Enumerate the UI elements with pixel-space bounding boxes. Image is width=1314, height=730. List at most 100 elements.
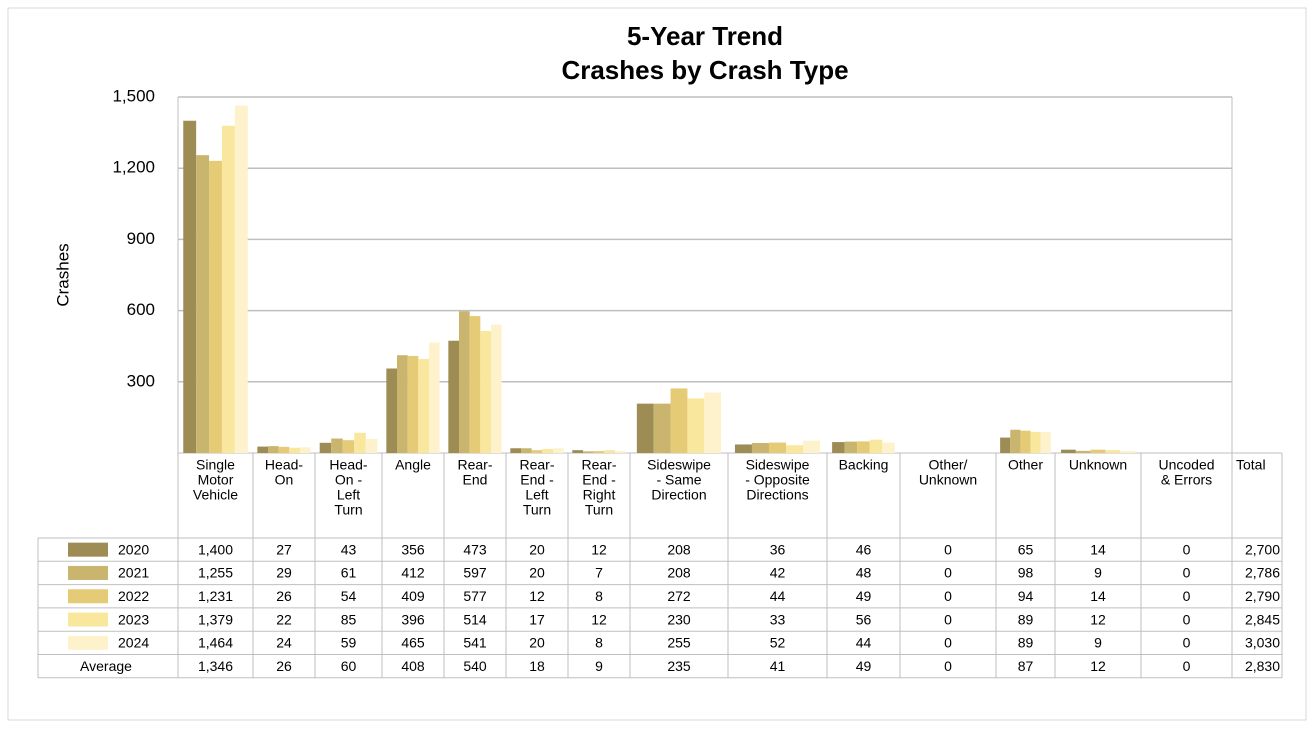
- table-cell: 9: [1094, 635, 1102, 651]
- category-label: Turn: [585, 502, 613, 518]
- category-label: - Opposite: [745, 472, 810, 488]
- category-label: End -: [520, 472, 554, 488]
- table-cell: 44: [770, 588, 786, 604]
- bar: [196, 155, 210, 453]
- table-cell: 42: [770, 565, 786, 581]
- table-cell: 52: [770, 635, 786, 651]
- table-cell: 540: [463, 658, 487, 674]
- legend-label: 2023: [118, 611, 149, 627]
- table-cell: 12: [1090, 611, 1106, 627]
- legend-label: 2024: [118, 635, 149, 651]
- category-label: Head-: [265, 457, 303, 473]
- category-label: Sideswipe: [746, 457, 810, 473]
- table-cell: 473: [463, 541, 487, 557]
- table-cell: 12: [529, 588, 545, 604]
- table-cell: 2,786: [1245, 565, 1280, 581]
- table-cell: 9: [595, 658, 603, 674]
- category-label: Directions: [746, 487, 808, 503]
- table-cell: 59: [341, 635, 357, 651]
- table-cell: 0: [944, 541, 952, 557]
- table-cell: 65: [1018, 541, 1034, 557]
- table-cell: 0: [944, 635, 952, 651]
- legend-label: 2020: [118, 541, 149, 557]
- table-cell: 98: [1018, 565, 1034, 581]
- table-cell: 43: [341, 541, 357, 557]
- bar: [234, 105, 248, 453]
- table-cell: 514: [463, 611, 487, 627]
- bar: [1090, 449, 1106, 453]
- table-cell: 36: [770, 541, 786, 557]
- table-cell: 94: [1018, 588, 1034, 604]
- bar: [1061, 449, 1076, 453]
- category-label: & Errors: [1161, 472, 1212, 488]
- table-cell: 541: [463, 635, 487, 651]
- bar: [289, 447, 300, 453]
- bar: [1040, 431, 1051, 453]
- table-cell: 0: [1183, 541, 1191, 557]
- table-cell: 46: [856, 541, 872, 557]
- table-cell: 48: [856, 565, 872, 581]
- category-label: - Same: [656, 472, 701, 488]
- bar: [1010, 429, 1021, 453]
- y-tick-label: 300: [127, 371, 155, 390]
- table-cell: 20: [529, 635, 545, 651]
- table-cell: 33: [770, 611, 786, 627]
- y-tick-label: 900: [127, 229, 155, 248]
- table-cell: 465: [401, 635, 425, 651]
- category-label: Head-: [329, 457, 367, 473]
- bar: [521, 448, 532, 453]
- bar: [751, 443, 769, 453]
- legend-swatch: [68, 612, 108, 627]
- table-cell: 0: [944, 588, 952, 604]
- table-cell: 49: [856, 588, 872, 604]
- bar: [583, 451, 594, 453]
- bar: [331, 438, 343, 453]
- bar: [428, 342, 440, 453]
- category-label: Backing: [839, 457, 889, 473]
- category-label: Direction: [651, 487, 706, 503]
- bar: [786, 445, 804, 453]
- bar: [687, 398, 705, 453]
- bar: [490, 324, 502, 453]
- bar: [768, 442, 787, 453]
- bar: [552, 448, 564, 453]
- bar: [354, 432, 366, 453]
- y-axis-label: Crashes: [53, 243, 72, 306]
- category-label: Single: [196, 457, 235, 473]
- category-label: Turn: [334, 502, 362, 518]
- table-cell: 9: [1094, 565, 1102, 581]
- table-cell: 26: [276, 588, 292, 604]
- table-cell: 89: [1018, 611, 1034, 627]
- category-label: Rear-: [519, 457, 554, 473]
- table-cell: 0: [1183, 565, 1191, 581]
- table-cell: 0: [1183, 635, 1191, 651]
- bar: [653, 403, 671, 453]
- bar: [257, 446, 269, 453]
- legend-swatch: [68, 542, 108, 557]
- bar: [1120, 450, 1135, 453]
- table-cell: 255: [667, 635, 691, 651]
- bar: [407, 355, 419, 453]
- table-cell: 44: [856, 635, 872, 651]
- bar: [1030, 431, 1041, 453]
- bar: [614, 451, 626, 453]
- category-label: On: [275, 472, 294, 488]
- legend-swatch: [68, 589, 108, 604]
- table-cell: 61: [341, 565, 357, 581]
- bar: [342, 440, 355, 453]
- bar: [704, 392, 722, 453]
- table-cell: 41: [770, 658, 786, 674]
- category-label: Angle: [395, 457, 431, 473]
- table-cell: 235: [667, 658, 691, 674]
- table-cell: 89: [1018, 635, 1034, 651]
- category-label: End: [463, 472, 488, 488]
- table-cell: 0: [944, 658, 952, 674]
- table-cell: 2,790: [1245, 588, 1280, 604]
- bar: [448, 340, 460, 453]
- category-label: Rear-: [457, 457, 492, 473]
- table-cell: 356: [401, 541, 425, 557]
- table-cell: 0: [1183, 611, 1191, 627]
- table-cell: 29: [276, 565, 292, 581]
- table-cell: 0: [944, 565, 952, 581]
- table-cell: 1,464: [198, 635, 233, 651]
